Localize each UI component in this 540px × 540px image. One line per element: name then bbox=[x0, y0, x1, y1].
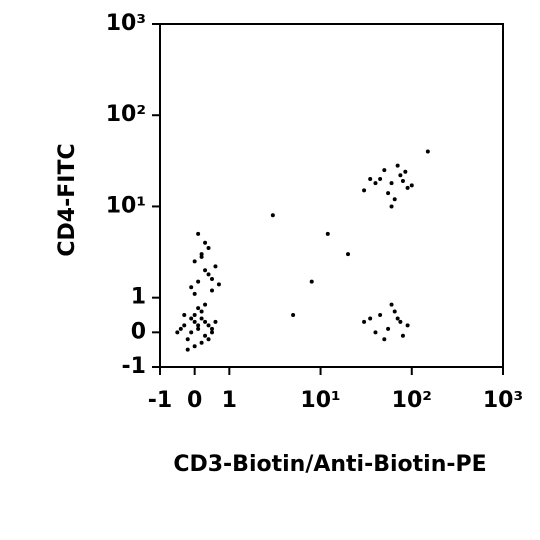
x-tick-label: 0 bbox=[187, 388, 202, 413]
x-tick-label: 10² bbox=[392, 388, 432, 413]
event-dot bbox=[362, 319, 367, 324]
event-dot bbox=[409, 183, 414, 188]
event-dot bbox=[209, 330, 214, 335]
event-dot bbox=[291, 313, 296, 318]
event-dot bbox=[405, 323, 410, 328]
event-dot bbox=[203, 302, 208, 307]
x-tick-label: 1 bbox=[222, 388, 237, 413]
event-dot bbox=[196, 279, 201, 284]
event-dot bbox=[203, 240, 208, 245]
event-dot bbox=[389, 302, 394, 307]
event-dot bbox=[199, 316, 204, 321]
event-dot bbox=[209, 288, 214, 293]
event-dot bbox=[382, 168, 387, 173]
event-dot bbox=[199, 309, 204, 314]
event-dot bbox=[192, 259, 197, 264]
event-dot bbox=[395, 163, 400, 168]
event-dot bbox=[196, 326, 201, 331]
event-dot bbox=[189, 330, 194, 335]
x-tick-label: 10¹ bbox=[300, 388, 340, 413]
event-dot bbox=[378, 313, 383, 318]
event-dot bbox=[362, 188, 367, 193]
event-dot bbox=[386, 191, 391, 196]
event-dot bbox=[182, 313, 187, 318]
event-dot bbox=[270, 213, 275, 218]
event-dot bbox=[178, 326, 183, 331]
event-dot bbox=[389, 204, 394, 209]
event-dot bbox=[199, 252, 204, 257]
y-tick-label: -1 bbox=[122, 354, 146, 379]
event-dot bbox=[189, 316, 194, 321]
event-dot bbox=[400, 333, 405, 338]
event-dot bbox=[203, 333, 208, 338]
x-tick-label: -1 bbox=[148, 388, 172, 413]
x-axis-label: CD3-Biotin/Anti-Biotin-PE bbox=[173, 452, 486, 477]
event-dot bbox=[189, 285, 194, 290]
event-dot bbox=[368, 316, 373, 321]
event-dot bbox=[425, 149, 430, 154]
event-dot bbox=[398, 319, 403, 324]
event-dot bbox=[203, 319, 208, 324]
event-dot bbox=[182, 323, 187, 328]
y-tick-label: 10¹ bbox=[106, 193, 146, 218]
event-dot bbox=[192, 291, 197, 296]
event-dot bbox=[203, 268, 208, 273]
y-tick-label: 10³ bbox=[106, 11, 146, 36]
event-dot bbox=[185, 347, 190, 352]
event-dot bbox=[392, 197, 397, 202]
event-dot bbox=[199, 254, 204, 259]
y-tick-label: 10² bbox=[106, 102, 146, 127]
event-dot bbox=[196, 306, 201, 311]
event-dot bbox=[206, 337, 211, 342]
event-dot bbox=[206, 246, 211, 251]
event-dot bbox=[192, 319, 197, 324]
y-axis-label: CD4-FITC bbox=[55, 143, 80, 256]
event-dot bbox=[175, 330, 180, 335]
event-dot bbox=[196, 231, 201, 236]
event-dot bbox=[216, 282, 221, 287]
event-dot bbox=[373, 330, 378, 335]
event-dot bbox=[386, 326, 391, 331]
y-tick-label: 0 bbox=[131, 319, 146, 344]
event-dot bbox=[368, 176, 373, 181]
plot-frame bbox=[159, 23, 504, 368]
event-dot bbox=[213, 264, 218, 269]
event-dot bbox=[206, 323, 211, 328]
x-tick-label: 10³ bbox=[483, 388, 523, 413]
event-dot bbox=[209, 277, 214, 282]
event-dot bbox=[309, 279, 314, 284]
event-dot bbox=[395, 316, 400, 321]
event-dot bbox=[199, 340, 204, 345]
event-dot bbox=[206, 272, 211, 277]
event-dot bbox=[346, 252, 351, 257]
event-dot bbox=[185, 337, 190, 342]
event-dot bbox=[403, 169, 408, 174]
event-dot bbox=[373, 181, 378, 186]
event-dot bbox=[192, 313, 197, 318]
event-dot bbox=[213, 319, 218, 324]
event-dot bbox=[209, 326, 214, 331]
event-dot bbox=[400, 179, 405, 184]
event-dot bbox=[392, 309, 397, 314]
event-dot bbox=[378, 176, 383, 181]
y-tick-label: 1 bbox=[131, 285, 146, 310]
event-dot bbox=[405, 185, 410, 190]
event-dot bbox=[325, 231, 330, 236]
event-dot bbox=[389, 181, 394, 186]
event-dot bbox=[398, 173, 403, 178]
event-dot bbox=[192, 344, 197, 349]
event-dot bbox=[196, 323, 201, 328]
event-dot bbox=[382, 337, 387, 342]
